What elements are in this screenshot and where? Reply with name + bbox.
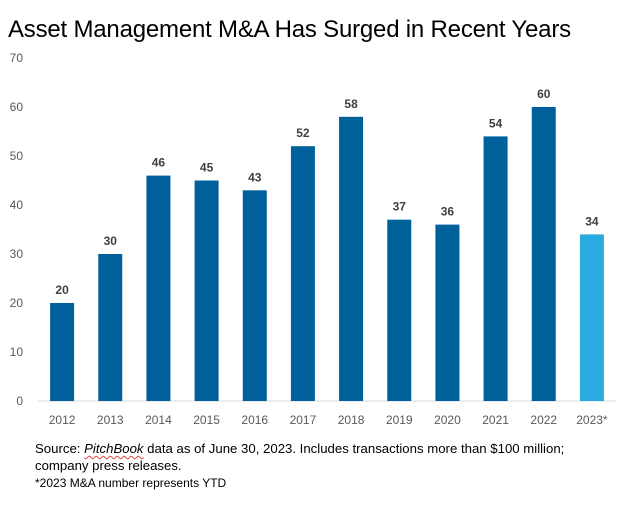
- footnote: *2023 M&A number represents YTD: [35, 476, 227, 490]
- x-tick-label: 2018: [338, 413, 365, 427]
- bar-2017: [290, 146, 315, 401]
- source-rest: data as of June 30, 2023. Includes trans…: [35, 441, 565, 473]
- data-label: 37: [393, 200, 407, 214]
- data-label: 46: [152, 156, 166, 170]
- x-tick-label: 2019: [386, 413, 413, 427]
- bar-2014: [146, 175, 171, 401]
- data-label: 60: [537, 87, 551, 101]
- source-prefix: Source:: [35, 441, 85, 456]
- bar-2019: [387, 219, 412, 401]
- y-tick-label: 0: [16, 394, 23, 408]
- x-tick-label: 2020: [434, 413, 461, 427]
- chart-title: Asset Management M&A Has Surged in Recen…: [8, 16, 571, 43]
- y-tick-label: 20: [10, 296, 24, 310]
- data-label: 43: [248, 170, 262, 184]
- bar-2012: [50, 303, 75, 401]
- bar-2015: [194, 180, 219, 401]
- x-tick-label: 2014: [145, 413, 172, 427]
- data-label: 45: [200, 161, 214, 175]
- source-pitchbook: PitchBook: [84, 441, 144, 456]
- x-tick-label: 2017: [290, 413, 317, 427]
- y-tick-label: 30: [10, 247, 24, 261]
- data-label: 36: [441, 205, 455, 219]
- data-label: 54: [489, 116, 503, 130]
- x-tick-label: 2022: [530, 413, 557, 427]
- y-tick-label: 60: [10, 100, 24, 114]
- x-tick-label: 2021: [482, 413, 509, 427]
- bar-2021: [483, 136, 508, 401]
- x-tick-label: 2016: [241, 413, 268, 427]
- bar-2022: [531, 107, 556, 401]
- y-tick-label: 50: [10, 149, 24, 163]
- x-tick-label: 2012: [49, 413, 76, 427]
- y-tick-label: 70: [10, 51, 24, 65]
- source-note: Source: PitchBook data as of June 30, 20…: [35, 440, 615, 474]
- bar-chart: 0 10 20 30 40 50 60 70 20 2012 30 2013 46 2014 45 2015 4…: [10, 51, 616, 427]
- data-label: 30: [104, 234, 118, 248]
- bar-2016: [242, 190, 267, 401]
- x-tick-label: 2015: [193, 413, 220, 427]
- data-label: 58: [344, 97, 358, 111]
- bar-2020: [435, 224, 460, 401]
- y-tick-label: 10: [10, 345, 24, 359]
- data-label: 20: [55, 283, 69, 297]
- x-tick-label: 2023*: [576, 413, 608, 427]
- y-tick-label: 40: [10, 198, 24, 212]
- bar-2023: [579, 234, 604, 401]
- data-label: 34: [585, 214, 599, 228]
- bar-2018: [339, 116, 364, 402]
- data-label: 52: [296, 126, 310, 140]
- x-tick-label: 2013: [97, 413, 124, 427]
- bar-2013: [98, 254, 123, 401]
